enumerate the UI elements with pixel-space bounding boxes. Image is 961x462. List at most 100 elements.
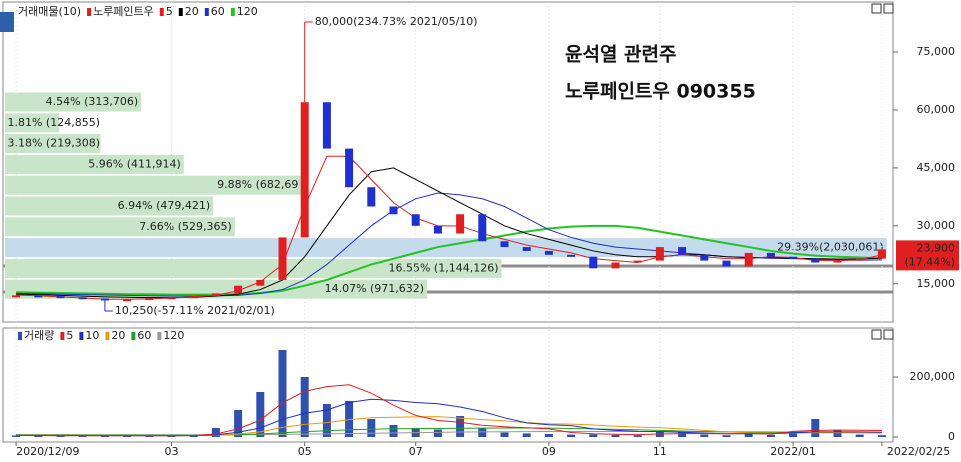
x-tick-label: 05 [298,445,312,458]
volume-profile-label: 3.18% (219,308) [7,137,100,150]
candle [345,148,354,188]
annotation: 10,250(-57.11% 2021/02/01) [115,304,275,317]
last-price: 23,900 [917,241,956,254]
window-button[interactable] [883,329,894,340]
volume-profile-bar [5,196,214,216]
volume-bar [789,433,798,437]
candle [611,262,620,269]
legend-swatch [18,332,22,340]
legend-label[interactable]: 60 [137,329,151,342]
candle [433,225,442,234]
legend-label[interactable]: 60 [211,5,225,18]
volume-profile-bar [5,134,101,154]
candle [722,260,731,267]
y-tick-label: 0 [948,430,955,443]
volume-panel [2,327,894,443]
volume-profile-bar [5,113,60,133]
candle [367,187,376,207]
volume-bar [678,432,687,437]
candle [100,298,109,301]
window-button[interactable] [871,3,882,14]
legend-label[interactable]: 120 [237,5,258,18]
legend-label[interactable]: 120 [163,329,184,342]
legend-swatch [87,8,92,16]
candle [811,258,820,263]
legend-label[interactable]: 5 [66,329,73,342]
x-tick-label: 07 [409,445,423,458]
legend-label[interactable]: 10 [85,329,99,342]
legend-label[interactable]: 5 [166,5,173,18]
volume-bar [389,425,398,437]
volume-profile-label: 7.66% (529,365) [139,220,232,233]
volume-bar [633,435,642,437]
candle [544,250,553,255]
candle [789,256,798,259]
legend-swatch [159,8,164,16]
plot-layer: 4.54% (313,706) 1.81% (124,855) 3.18% (219… [5,2,959,458]
legend-label[interactable]: 20 [111,329,125,342]
volume-bar [456,416,465,437]
y-tick-label: 75,000 [917,45,956,58]
window-button[interactable] [883,3,894,14]
volume-bar [478,428,487,437]
volume-bar [278,350,287,437]
volume-profile-label: 4.54% (313,706) [46,95,139,108]
volume-bar [211,428,220,437]
volume-bar [345,401,354,437]
legend-label[interactable]: 20 [185,5,199,18]
volume-bar [522,433,531,437]
candle [855,258,864,261]
chart-subtitle: 노루페인트우 090355 [565,81,756,103]
annotation: 80,000(234.73% 2021/05/10) [315,15,478,28]
volume-profile-label: 1.81% (124,855) [7,116,100,129]
volume-bar [300,377,309,437]
candle [766,252,775,257]
volume-bar [34,435,43,437]
y-tick-label: 45,000 [917,161,956,174]
legend-label: 거래매물(10) [18,5,81,18]
legend-label[interactable]: 노루페인트우 [93,5,154,18]
volume-profile-bar [5,154,184,174]
volume-bar [234,410,243,437]
price-panel [2,1,894,323]
candle [567,254,576,257]
candle [411,214,420,226]
candle [633,260,642,263]
candle [500,241,509,248]
volume-profile-label: 29.39%(2,030,061) [777,241,884,254]
panel-icon[interactable] [0,12,14,32]
candle [12,295,21,298]
volume-profile-label: 6.94% (479,421) [118,199,211,212]
volume-profile-label: 14.07% (971,632) [325,282,425,295]
legend-label[interactable]: 거래량 [24,329,54,342]
volume-bar [811,419,820,437]
candle [655,247,664,261]
window-button[interactable] [871,329,882,340]
y-tick-label: 30,000 [917,219,956,232]
legend-swatch [60,332,65,340]
volume-bar [877,435,886,437]
volume-profile-label: 5.96% (411,914) [88,157,181,170]
volume-bar [12,435,21,437]
candle [234,285,243,294]
candle [589,256,598,269]
legend-swatch [79,332,84,340]
candle [877,249,886,259]
x-tick-label: 11 [653,445,667,458]
candle [300,102,309,238]
legend-swatch [204,8,209,16]
y-tick-label: 15,000 [917,277,956,290]
y-tick-label: 60,000 [917,103,956,116]
volume-bar [744,433,753,437]
legend-swatch [178,8,183,16]
legend-swatch [230,8,235,16]
volume-bar [611,434,620,437]
last-price-box [896,240,959,271]
candle [256,279,265,286]
volume-profile-bar [5,238,887,258]
volume-bar [722,435,731,437]
candle [678,247,687,255]
legend-swatch [157,332,162,340]
volume-bar [544,434,553,437]
